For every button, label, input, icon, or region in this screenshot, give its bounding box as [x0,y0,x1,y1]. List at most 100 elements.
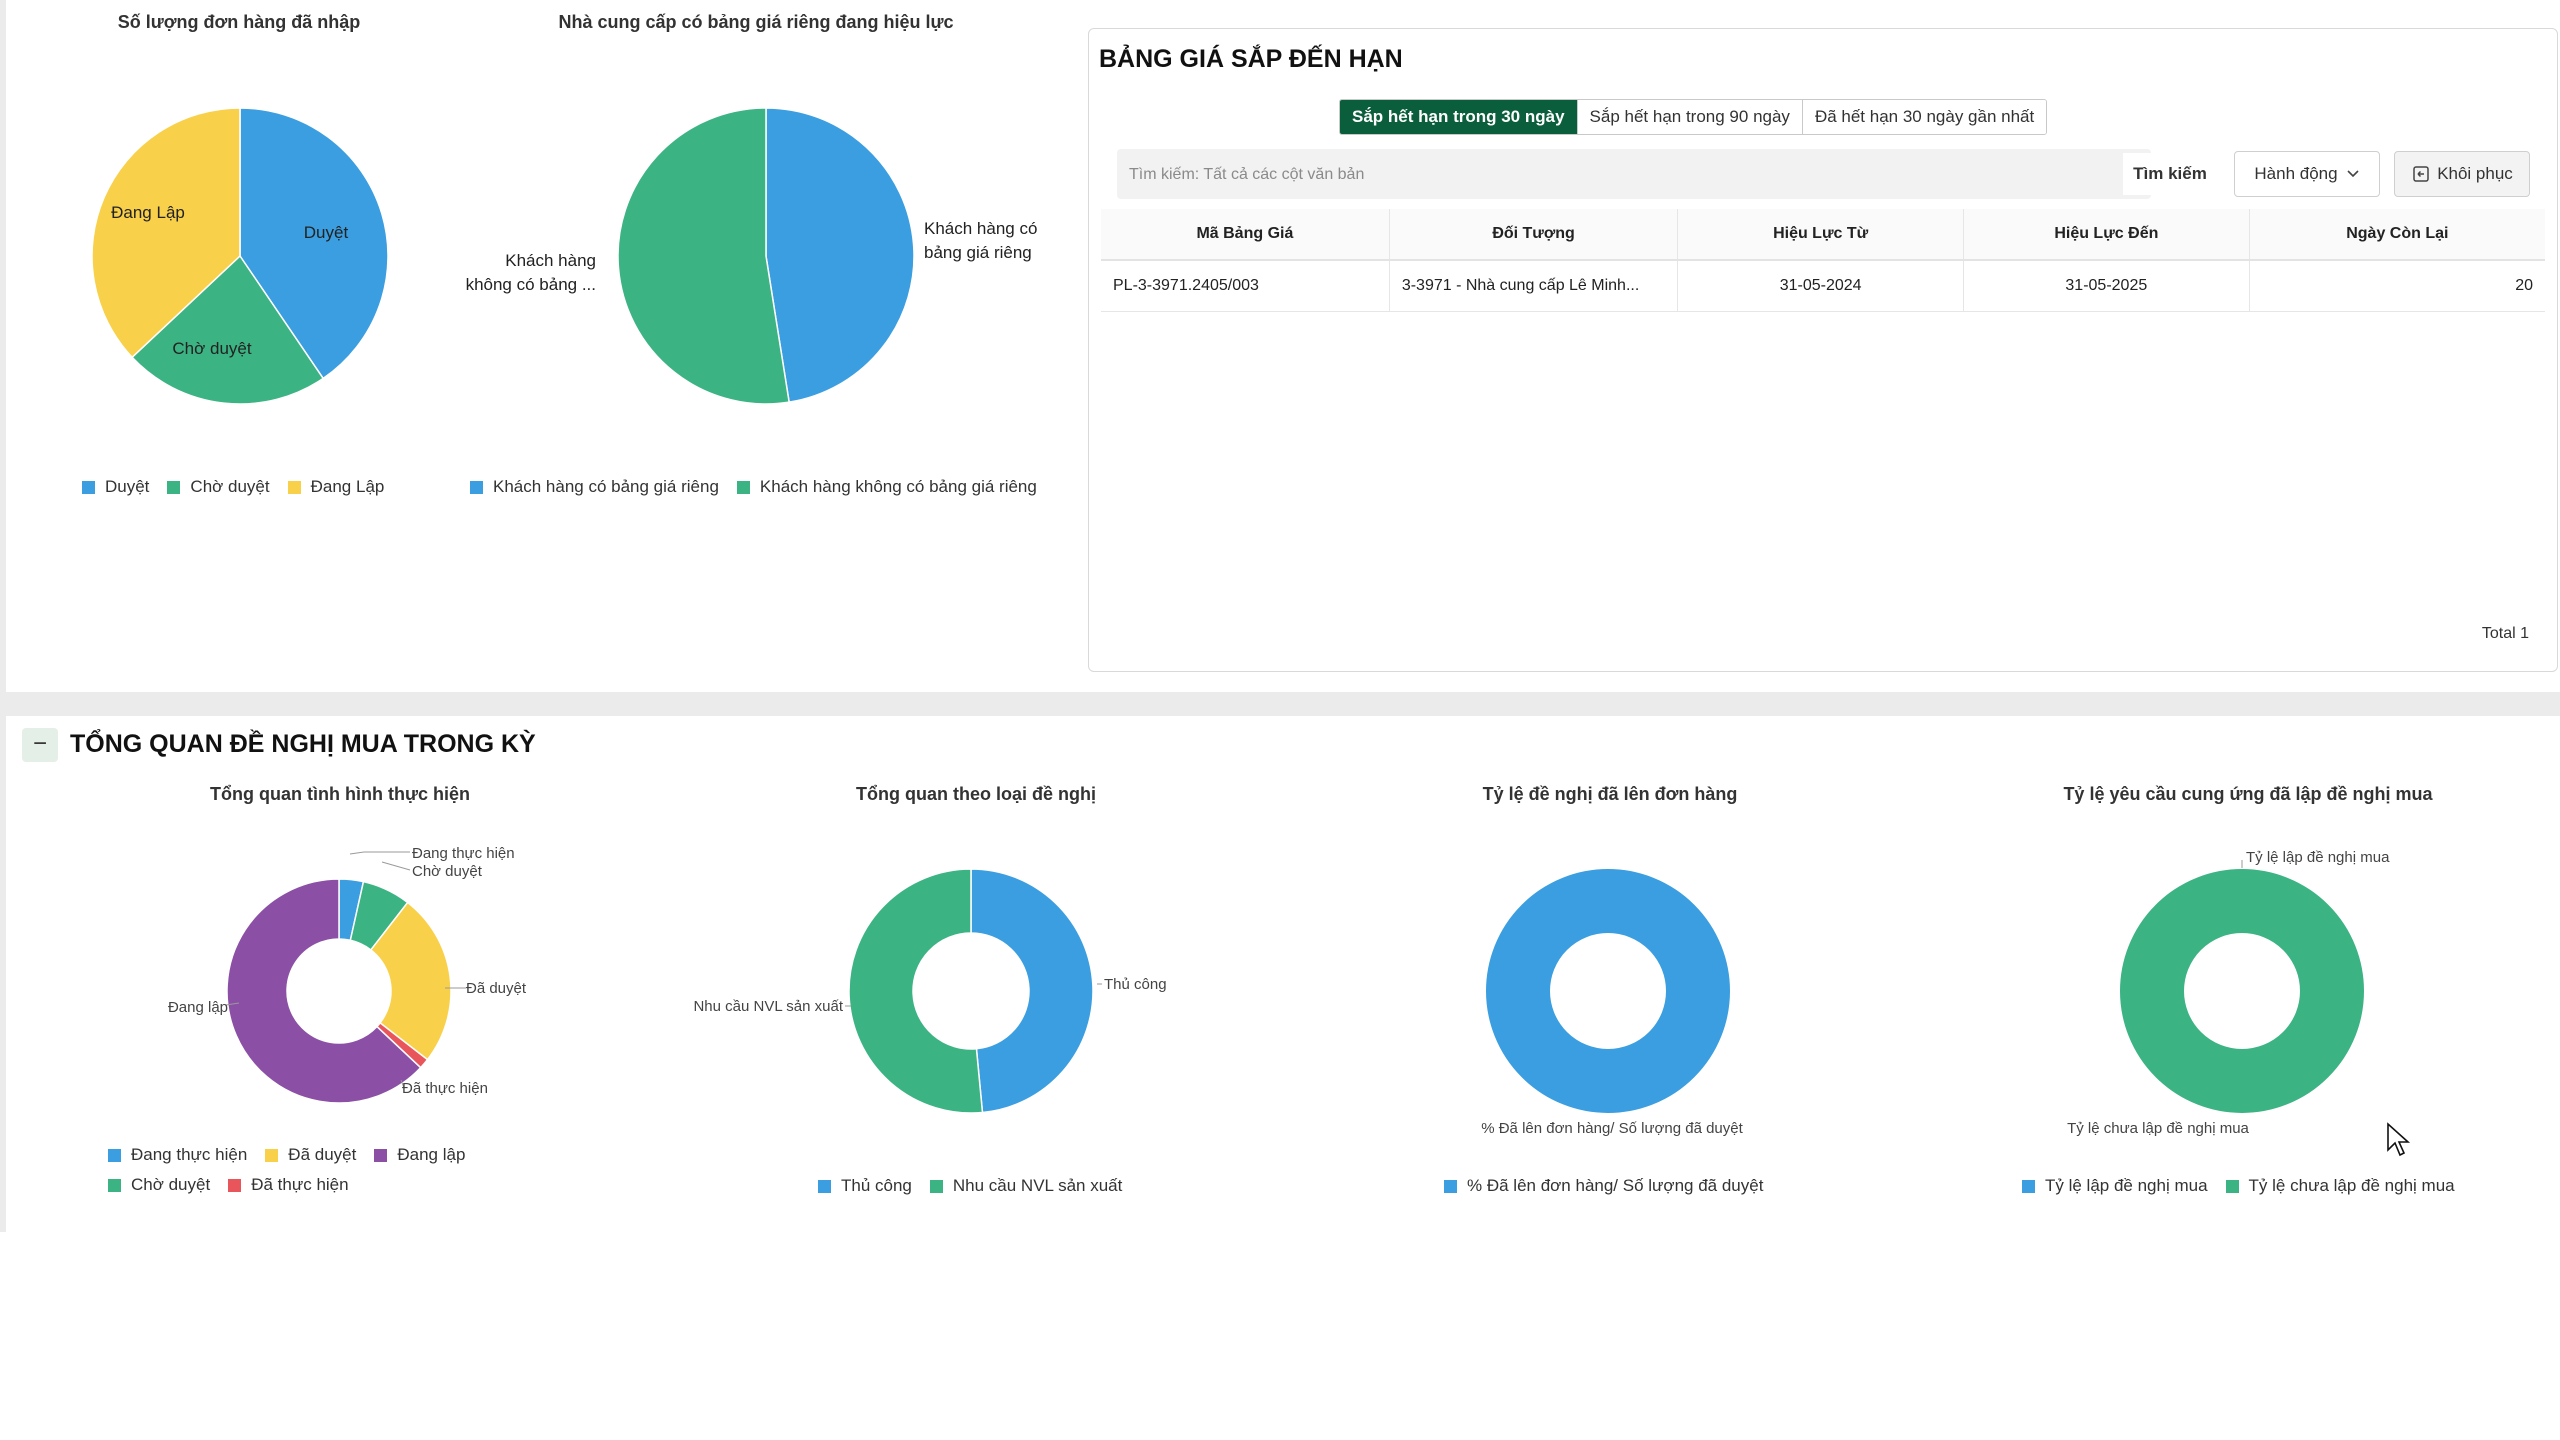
orders-entered-chart-title: Số lượng đơn hàng đã nhập [117,12,361,32]
search-button[interactable]: Tìm kiếm [2123,153,2217,195]
tab-expiring-90-days[interactable]: Sắp hết hạn trong 90 ngày [1577,100,1803,134]
donut-label-ordered-ratio: % Đã lên đơn hàng/ Số lượng đã duyệt [1481,1120,1743,1137]
supplier-pricelist-pie-chart: Khách hàng có bảng giá riêng Khách hàng … [466,107,1037,405]
legend-label: Đã duyệt [288,1145,357,1164]
tab-expiring-30-days[interactable]: Sắp hết hạn trong 30 ngày [1340,100,1578,134]
legend-label: Chờ duyệt [190,477,270,496]
actions-label: Hành động [2254,164,2338,183]
legend-item-material[interactable]: Nhu cầu NVL sản xuất [929,1171,1122,1201]
legend-label: % Đã lên đơn hàng/ Số lượng đã duyệt [1467,1176,1764,1195]
actions-dropdown-button[interactable]: Hành động [2234,151,2380,197]
pricelist-table: Mã Bảng Giá Đối Tượng Hiệu Lực Từ Hiệu L… [1101,209,2545,312]
legend-item-not-created[interactable]: Tỷ lệ chưa lập đề nghị mua [2225,1171,2455,1201]
legend-swatch [265,1148,279,1162]
column-header-object[interactable]: Đối Tượng [1389,209,1679,261]
legend-label: Chờ duyệt [131,1175,211,1194]
bottom-donut-charts: Đang thực hiện Chờ duyệt Đã duyệt Đã thự… [168,845,2390,1137]
donut-label-approved: Đã duyệt [466,980,527,997]
legend-swatch [929,1179,943,1193]
legend-item-done[interactable]: Đã thực hiện [228,1170,349,1200]
legend-item-approved[interactable]: Đã duyệt [265,1140,356,1170]
legend-swatch [374,1148,388,1162]
cell-valid-to: 31-05-2025 [1963,260,2250,312]
request-type-slice-1[interactable] [970,868,1094,1114]
to-order-ratio-slice-1[interactable] [1486,869,1730,1113]
column-header-code[interactable]: Mã Bảng Giá [1101,209,1390,261]
supply-request-ratio-chart-title: Tỷ lệ yêu cầu cung ứng đã lập đề nghị mu… [2063,784,2433,804]
search-bar [1117,149,2151,199]
legend-item-in-progress[interactable]: Đang thực hiện [108,1140,247,1170]
orders-entered-slice-3[interactable] [91,107,241,359]
section-divider [0,692,2560,716]
collapse-toggle-button[interactable]: − [22,728,58,762]
legend-swatch [82,480,95,494]
to-order-ratio-legend: % Đã lên đơn hàng/ Số lượng đã duyệt [1444,1171,1781,1201]
legend-item-ordered-ratio[interactable]: % Đã lên đơn hàng/ Số lượng đã duyệt [1444,1171,1763,1201]
request-type-chart-title: Tổng quan theo loại đề nghị [856,784,1096,804]
orders-entered-slice-1[interactable] [239,107,389,380]
donut-label-draft: Đang lập [168,999,228,1016]
legend-label: Khách hàng không có bảng giá riêng [759,477,1037,496]
tab-expired-last-30-days[interactable]: Đã hết hạn 30 ngày gần nhất [1802,100,2047,134]
restore-label: Khôi phục [2437,164,2513,183]
legend-item-draft[interactable]: Đang lập [374,1140,465,1170]
column-header-days-left[interactable]: Ngày Còn Lại [2249,209,2545,261]
supplier-pricelist-legend: Khách hàng có bảng giá riêng Khách hàng … [470,472,1055,502]
pie-label-pending: Chờ duyệt [172,339,251,358]
supplier-pricelist-slice-1[interactable] [765,107,915,404]
leader-lines-progress [225,851,466,1089]
supply-request-ratio-legend: Tỷ lệ lập đề nghị mua Tỷ lệ chưa lập đề … [2022,1171,2473,1201]
progress-overview-legend: Đang thực hiện Đã duyệt Đang lập Chờ duy… [108,1140,568,1200]
search-input[interactable] [1127,159,2031,191]
progress-overview-slice-3[interactable] [369,901,452,1061]
progress-overview-slice-5[interactable] [226,878,422,1104]
restore-button[interactable]: Khôi phục [2394,151,2530,197]
legend-swatch [2225,1179,2239,1193]
orders-entered-slice-2[interactable] [131,254,325,405]
legend-label: Tỷ lệ lập đề nghị mua [2045,1176,2208,1195]
pie-label-without-pricelist-line1: Khách hàng [505,251,596,270]
legend-swatch [287,480,301,494]
mouse-pointer-icon [2387,1122,2411,1157]
legend-label: Đang lập [397,1145,466,1164]
donut-label-not-created: Tỷ lệ chưa lập đề nghị mua [2067,1120,2249,1137]
restore-icon [2413,166,2429,182]
pie-label-approved: Duyệt [304,223,349,242]
pie-label-with-pricelist-line1: Khách hàng có [924,219,1037,238]
supplier-pricelist-chart-title: Nhà cung cấp có bảng giá riêng đang hiệu… [558,12,954,32]
legend-swatch [108,1148,121,1162]
legend-item-manual[interactable]: Thủ công [818,1171,912,1201]
column-header-valid-to[interactable]: Hiệu Lực Đến [1963,209,2250,261]
left-gutter [0,0,6,1232]
legend-swatch [2022,1179,2035,1193]
top-dashboard-panel: Số lượng đơn hàng đã nhập Duyệt Chờ duyệ… [6,0,2560,692]
table-row[interactable]: PL-3-3971.2405/003 3-3971 - Nhà cung cấp… [1101,260,2545,312]
legend-item-created[interactable]: Tỷ lệ lập đề nghị mua [2022,1171,2208,1201]
legend-item-pending[interactable]: Chờ duyệt [108,1170,210,1200]
pie-label-without-pricelist-line2: không có bảng ... [466,275,596,294]
legend-item-draft[interactable]: Đang Lập [287,472,384,502]
legend-item-with-pricelist[interactable]: Khách hàng có bảng giá riêng [470,472,719,502]
donut-label-created: Tỷ lệ lập đề nghị mua [2246,849,2390,866]
cell-valid-from: 31-05-2024 [1677,260,1964,312]
supply-request-ratio-slice-2[interactable] [2120,869,2364,1113]
legend-label: Tỷ lệ chưa lập đề nghị mua [2248,1176,2455,1195]
supplier-pricelist-slice-2[interactable] [617,107,791,405]
legend-item-without-pricelist[interactable]: Khách hàng không có bảng giá riêng [736,472,1037,502]
donut-label-done: Đã thực hiện [402,1080,488,1097]
card-title: BẢNG GIÁ SẮP ĐẾN HẠN [1099,45,1403,73]
expiring-pricelist-card: BẢNG GIÁ SẮP ĐẾN HẠN Sắp hết hạn trong 3… [1088,28,2558,672]
cell-code: PL-3-3971.2405/003 [1101,260,1390,312]
column-header-valid-from[interactable]: Hiệu Lực Từ [1677,209,1964,261]
legend-swatch [470,480,483,494]
legend-item-approved[interactable]: Duyệt [82,472,149,502]
to-order-ratio-chart-title: Tỷ lệ đề nghị đã lên đơn hàng [1482,784,1738,804]
legend-swatch [818,1179,831,1193]
legend-swatch [1444,1179,1457,1193]
orders-entered-legend: Duyệt Chờ duyệt Đang Lập [82,472,402,502]
request-type-slice-2[interactable] [848,868,984,1114]
expiry-tabs: Sắp hết hạn trong 30 ngày Sắp hết hạn tr… [1339,99,2048,135]
legend-swatch [108,1178,121,1192]
legend-item-pending[interactable]: Chờ duyệt [167,472,270,502]
legend-label: Khách hàng có bảng giá riêng [493,477,719,496]
